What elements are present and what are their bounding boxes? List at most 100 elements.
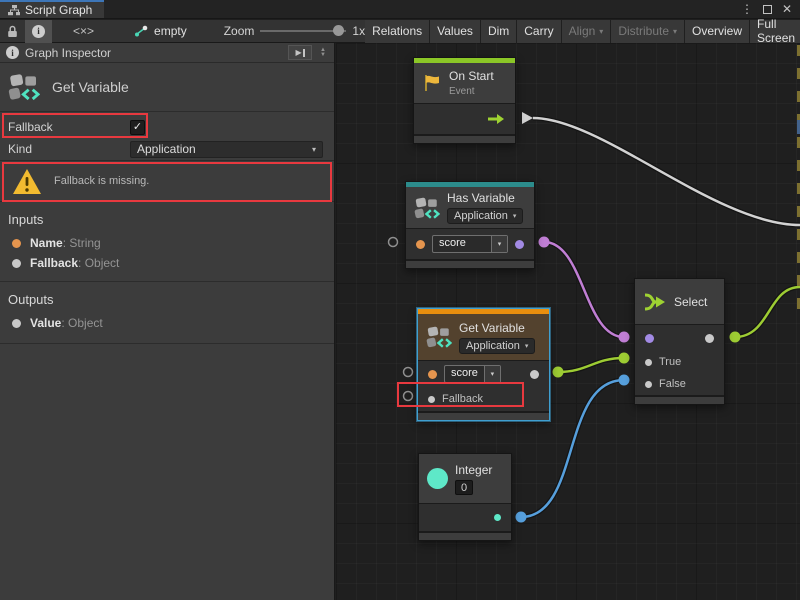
port-dot (12, 258, 21, 268)
kind-dropdown[interactable]: Application ▾ (447, 208, 524, 224)
relations-button[interactable]: Relations (365, 19, 430, 43)
fallback-field-row: Fallback ✓ (0, 116, 334, 138)
string-port-dot[interactable] (428, 369, 437, 379)
port-dot (12, 238, 21, 248)
port-unconnected[interactable] (402, 366, 414, 378)
node-footer (414, 134, 515, 143)
kind-dropdown[interactable]: Application ▾ (459, 337, 536, 354)
variable-name-dropdown[interactable]: score ▾ (444, 365, 501, 383)
warning-text: Fallback is missing. (54, 175, 150, 187)
fallback-checkbox[interactable]: ✓ (130, 119, 145, 135)
wire-select-output[interactable] (734, 285, 800, 339)
fallback-field-label: Fallback (8, 120, 53, 134)
node-body (414, 103, 515, 134)
values-button[interactable]: Values (430, 19, 480, 43)
full-screen-button[interactable]: Full Screen (750, 17, 800, 45)
scroll-spinner[interactable]: ▲ ▼ (320, 46, 326, 58)
chevron-down-icon: ▾ (673, 26, 678, 36)
selection-output-dot[interactable] (705, 333, 714, 343)
integer-output-dot[interactable] (494, 514, 501, 521)
node-on-start[interactable]: On Start Event (413, 57, 516, 144)
condition-port-dot[interactable] (645, 333, 654, 343)
value-output-dot[interactable] (530, 369, 539, 379)
string-port-dot[interactable] (416, 239, 425, 249)
window-menu-icon[interactable]: ⋮ (740, 2, 753, 16)
lock-icon (8, 25, 17, 37)
true-port-label: True (659, 356, 682, 368)
align-button[interactable]: Align ▾ (561, 19, 611, 43)
overview-button[interactable]: Overview (685, 19, 750, 43)
fallback-port-dot[interactable] (428, 395, 435, 403)
node-footer (418, 411, 549, 420)
chevron-down-icon: ▾ (311, 144, 316, 154)
graph-pointer-label: empty (154, 24, 187, 38)
zoom-slider[interactable] (260, 25, 347, 36)
false-port-dot[interactable] (645, 380, 652, 388)
carry-button[interactable]: Carry (517, 19, 561, 43)
node-header: Has Variable Application ▾ (406, 187, 534, 228)
code-icon: <×> (73, 24, 95, 38)
node-select[interactable]: Select True False (634, 278, 725, 405)
node-integer[interactable]: Integer 0 (418, 453, 512, 541)
window-close-icon[interactable]: ✕ (781, 2, 792, 16)
variables-icon (8, 74, 40, 101)
port-unconnected[interactable] (387, 236, 399, 248)
chevron-down-icon: ▾ (491, 236, 507, 252)
dock-button[interactable]: ▶ (288, 45, 313, 60)
node-header: Integer 0 (419, 454, 511, 503)
dim-button[interactable]: Dim (480, 19, 517, 43)
node-has-variable[interactable]: Has Variable Application ▾ score ▾ (405, 181, 535, 269)
graph-pointer-button[interactable]: empty (127, 20, 194, 43)
port-unconnected[interactable] (402, 390, 414, 402)
lock-button[interactable] (0, 20, 25, 43)
inspector-toggle-button[interactable]: i (25, 19, 52, 43)
tab-script-graph[interactable]: Script Graph (0, 0, 104, 18)
zoom-slider-handle[interactable] (333, 25, 345, 36)
wire-integer-to-select-false[interactable] (520, 378, 625, 519)
wire-get-variable-to-select-true[interactable] (557, 356, 625, 374)
input-port-fallback: Fallback: Object (0, 253, 334, 273)
node-body: score ▾ Fallback (418, 360, 549, 411)
node-body: True False (635, 324, 724, 395)
fields-section: Fallback ✓ Kind Application ▾ (0, 112, 334, 161)
flow-arrow-icon[interactable] (487, 113, 505, 125)
integer-value-field[interactable]: 0 (455, 479, 473, 495)
warning-section: Fallback is missing. (0, 161, 334, 202)
kind-dropdown[interactable]: Application ▾ (130, 140, 323, 158)
bool-output-dot[interactable] (515, 239, 524, 249)
port-connected[interactable] (515, 511, 527, 523)
flag-icon (425, 75, 439, 91)
info-icon: i (6, 46, 19, 59)
distribute-button[interactable]: Distribute ▾ (611, 19, 685, 43)
zoom-label: Zoom (223, 24, 255, 38)
port-connected[interactable] (618, 331, 630, 343)
graph-canvas[interactable]: On Start Event (336, 43, 800, 600)
warning-icon (13, 168, 41, 194)
outputs-section: Outputs Value: Object (0, 282, 334, 344)
true-port-dot[interactable] (645, 358, 652, 366)
inspector-title: Graph Inspector (25, 45, 112, 60)
port-connected[interactable] (538, 236, 550, 248)
node-body: score ▾ (406, 228, 534, 259)
inspector-header: i Graph Inspector ▶ ▲ ▼ (0, 43, 334, 63)
inputs-section: Inputs Name: String Fallback: Object (0, 202, 334, 282)
wire-on-start-flow[interactable] (532, 116, 800, 227)
port-connected[interactable] (618, 352, 630, 364)
window-maximize-icon[interactable] (762, 4, 772, 14)
node-title: On Start (449, 69, 494, 83)
kind-field-row: Kind Application ▾ (0, 138, 334, 160)
chevron-down-icon: ▾ (524, 342, 529, 350)
port-connected[interactable] (552, 366, 564, 378)
flow-port-triangle[interactable] (522, 112, 533, 124)
wire-has-variable-to-select[interactable] (543, 240, 625, 339)
connection-icon (135, 25, 148, 37)
port-connected[interactable] (729, 331, 741, 343)
node-colorbar (414, 58, 515, 63)
node-title: Has Variable (447, 191, 515, 205)
port-connected[interactable] (618, 374, 630, 386)
code-preview-button[interactable]: <×> (66, 20, 101, 43)
node-title: Integer (455, 462, 493, 477)
variable-name-dropdown[interactable]: score ▾ (432, 235, 508, 253)
node-get-variable[interactable]: Get Variable Application ▾ score ▾ (417, 308, 550, 421)
